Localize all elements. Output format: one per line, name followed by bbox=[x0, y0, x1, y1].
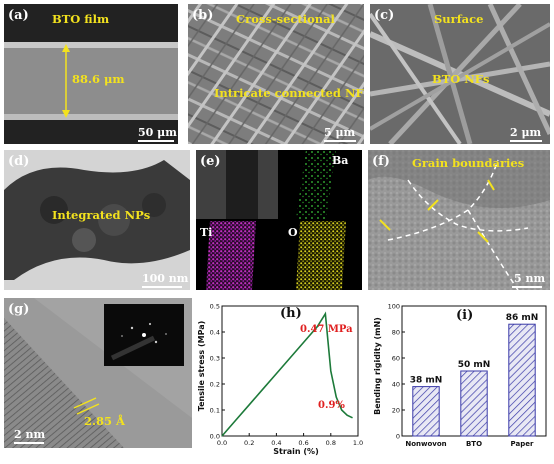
surface-nanofibers bbox=[370, 4, 550, 144]
rigidity-value-label: 38 mN bbox=[410, 376, 443, 386]
panel-b-note: Intricate connected NFs bbox=[214, 86, 364, 100]
panel-a-sem-film: (a) BTO film 88.6 μm 50 μm bbox=[4, 4, 178, 144]
panel-g-scale-bar bbox=[14, 442, 44, 444]
panel-c-title: Surface bbox=[434, 12, 484, 26]
map-ba-label: Ba bbox=[332, 154, 349, 167]
lattice-spacing-label: 2.85 Å bbox=[84, 414, 125, 428]
i-y-tick-label: 80 bbox=[392, 329, 400, 337]
panel-a-scale-label: 50 μm bbox=[138, 126, 177, 139]
film-cross-section bbox=[4, 4, 178, 144]
i-y-tick-label: 20 bbox=[392, 407, 400, 415]
rigidity-value-label: 50 mN bbox=[458, 360, 491, 370]
h-y-tick-label: 0.5 bbox=[210, 303, 220, 311]
i-category-label: BTO bbox=[466, 440, 482, 448]
panel-d-note: Integrated NPs bbox=[52, 208, 151, 222]
lattice-fringes bbox=[4, 298, 192, 448]
i-category-label: Nonwovon bbox=[405, 440, 446, 448]
panel-b-label: (b) bbox=[192, 8, 214, 23]
peak-stress-annotation: 0.47 MPa bbox=[300, 324, 353, 335]
stress-strain-curve bbox=[221, 311, 353, 437]
h-y-tick-label: 0.3 bbox=[210, 355, 220, 363]
rigidity-bar bbox=[508, 323, 536, 437]
panel-e-eds-mapping: (e) Ba Ti O bbox=[196, 150, 362, 290]
h-y-tick-label: 0.2 bbox=[210, 381, 220, 389]
panel-i-bending-rigidity: Bending rigidity (mN) 0 20 40 60 80 100 38 mN N… bbox=[372, 296, 550, 460]
h-x-tick-label: 0.6 bbox=[298, 439, 308, 447]
panel-b-sem-cross-section: (b) Cross-sectional Intricate connected … bbox=[188, 4, 364, 144]
h-x-tick-label: 0.0 bbox=[217, 439, 227, 447]
panel-e-label: (e) bbox=[200, 154, 221, 169]
nanofiber-network bbox=[188, 4, 364, 144]
panel-d-scale-bar bbox=[142, 286, 182, 288]
panel-a-title: BTO film bbox=[52, 12, 110, 26]
panel-d-scale-label: 100 nm bbox=[142, 272, 189, 285]
panel-c-scale-label: 2 μm bbox=[510, 126, 542, 139]
h-x-tick-label: 0.8 bbox=[326, 439, 336, 447]
h-x-tick-label: 1.0 bbox=[353, 439, 363, 447]
panel-b-title: Cross-sectional bbox=[236, 12, 335, 26]
panel-c-label: (c) bbox=[374, 8, 395, 23]
panel-i-label: (i) bbox=[456, 308, 474, 323]
h-y-tick-label: 0.1 bbox=[210, 407, 220, 415]
h-x-tick-label: 0.2 bbox=[244, 439, 254, 447]
i-y-tick-label: 100 bbox=[388, 303, 400, 311]
h-y-tick-label: 0.0 bbox=[210, 433, 220, 441]
map-o-label: O bbox=[288, 226, 298, 239]
i-y-tick-label: 60 bbox=[392, 355, 400, 363]
panel-g-hrtem-lattice: (g) 2.85 Å 2 nm bbox=[4, 298, 192, 448]
i-y-axis-label: Bending rigidity (mN) bbox=[373, 317, 382, 415]
fiber-nanoparticles bbox=[4, 150, 190, 290]
rigidity-bar bbox=[460, 370, 488, 437]
h-y-axis-label: Tensile stress (MPa) bbox=[197, 321, 206, 412]
panel-f-scale-label: 5 nm bbox=[514, 272, 546, 285]
panel-c-sem-surface: (c) Surface BTO NFs 2 μm bbox=[370, 4, 550, 144]
panel-d-tem-fiber: (d) Integrated NPs 100 nm bbox=[4, 150, 190, 290]
bending-rigidity-chart: Bending rigidity (mN) 0 20 40 60 80 100 38 mN N… bbox=[373, 303, 547, 448]
rigidity-bar bbox=[412, 386, 440, 437]
panel-b-scale-label: 5 μm bbox=[324, 126, 356, 139]
panel-c-note: BTO NFs bbox=[432, 72, 490, 86]
panel-b-scale-bar bbox=[324, 140, 356, 142]
panel-d-label: (d) bbox=[8, 154, 30, 169]
h-x-tick-label: 0.4 bbox=[271, 439, 281, 447]
stress-strain-chart: Tensile stress (MPa) Strain (%) 0.0 0.2 0.… bbox=[197, 303, 363, 457]
h-plot-frame bbox=[221, 305, 359, 437]
panel-f-label: (f) bbox=[372, 154, 390, 169]
grain-boundaries bbox=[368, 150, 550, 290]
rigidity-value-label: 86 mN bbox=[506, 313, 539, 323]
panel-a-scale-bar bbox=[138, 140, 174, 142]
panel-f-title: Grain boundaries bbox=[412, 156, 525, 170]
panel-g-scale-label: 2 nm bbox=[14, 428, 46, 441]
panel-h-stress-strain: Tensile stress (MPa) Strain (%) 0.0 0.2 0.… bbox=[196, 296, 368, 460]
panel-f-hrtem-grains: (f) Grain boundaries 5 nm bbox=[368, 150, 550, 290]
i-y-tick-label: 0 bbox=[396, 433, 400, 441]
elemental-maps bbox=[196, 150, 362, 290]
h-x-axis-label: Strain (%) bbox=[273, 447, 318, 456]
panel-g-label: (g) bbox=[8, 302, 30, 317]
panel-c-scale-bar bbox=[510, 140, 542, 142]
i-category-label: Paper bbox=[511, 440, 534, 448]
i-y-tick-label: 40 bbox=[392, 381, 400, 389]
map-ti-label: Ti bbox=[200, 226, 213, 239]
strain-at-break-annotation: 0.9% bbox=[318, 400, 345, 411]
panel-h-label: (h) bbox=[280, 306, 302, 321]
film-thickness-label: 88.6 μm bbox=[72, 72, 125, 86]
panel-f-scale-bar bbox=[512, 286, 542, 288]
h-y-tick-label: 0.4 bbox=[210, 329, 220, 337]
panel-a-label: (a) bbox=[8, 8, 29, 23]
